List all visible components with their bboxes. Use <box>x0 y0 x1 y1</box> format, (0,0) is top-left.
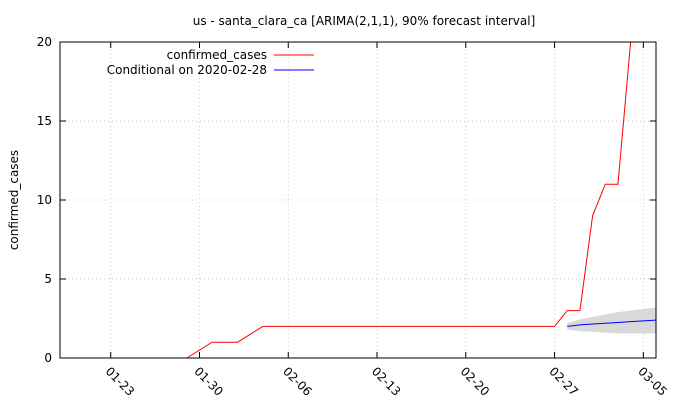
forecast-interval <box>567 307 656 334</box>
x-tick-label: 01-23 <box>103 364 138 399</box>
series-line-1 <box>186 41 644 359</box>
series-line-2 <box>567 319 657 327</box>
x-tick-label: 02-06 <box>280 364 315 399</box>
y-tick-label: 0 <box>44 351 52 365</box>
x-tick-label: 03-05 <box>635 364 670 399</box>
series-lines <box>186 41 657 359</box>
y-axis-label: confirmed_cases <box>7 150 21 250</box>
legend-label: confirmed_cases <box>167 48 267 62</box>
y-tick-label: 10 <box>37 193 52 207</box>
chart-title: us - santa_clara_ca [ARIMA(2,1,1), 90% f… <box>193 14 536 28</box>
y-tick-label: 20 <box>37 35 52 49</box>
y-tick-label: 15 <box>37 114 52 128</box>
legend-label: Conditional on 2020-02-28 <box>107 63 267 77</box>
x-tick-label: 01-30 <box>191 364 226 399</box>
axis-ticks: 0 5 10 15 20 01-23 01-30 02-06 02-13 02-20 02-27 03… <box>37 35 670 399</box>
x-tick-label: 02-13 <box>369 364 404 399</box>
forecast-interval-band <box>567 307 656 334</box>
x-tick-label: 02-20 <box>458 364 493 399</box>
x-tick-label: 02-27 <box>546 364 581 399</box>
y-tick-label: 5 <box>44 272 52 286</box>
